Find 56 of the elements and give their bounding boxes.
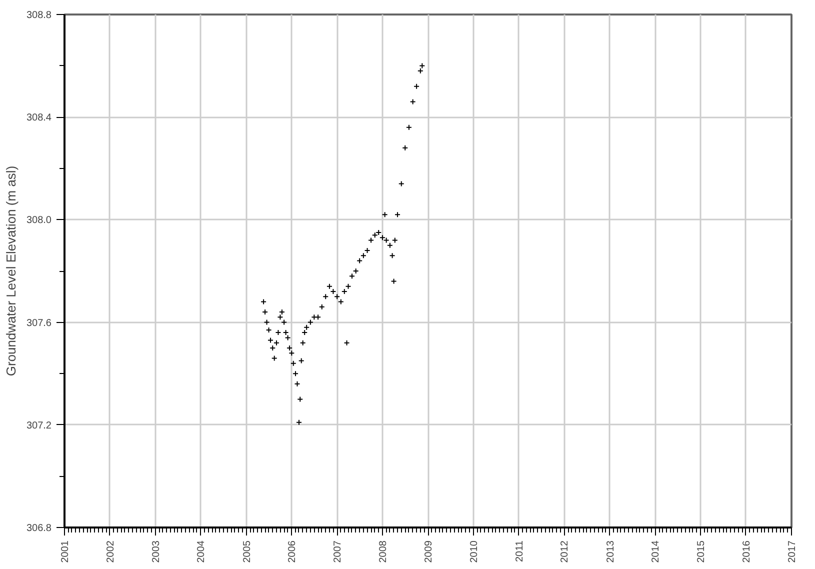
- point: [292, 370, 299, 377]
- point: [300, 340, 306, 346]
- y-axis-title: Groundwater Level Elevation (m asl): [3, 166, 18, 376]
- x-tick-label: 2011: [514, 540, 526, 562]
- x-tick-label: 2010: [468, 540, 480, 563]
- point: [410, 98, 416, 105]
- x-tick-label: 2003: [150, 540, 162, 563]
- point: [318, 304, 325, 310]
- x-tick-label: 2002: [105, 540, 116, 563]
- point: [326, 283, 332, 290]
- y-tick-label: 307.2: [26, 420, 52, 432]
- point: [379, 234, 386, 241]
- point: [260, 298, 267, 305]
- x-tick-label: 2015: [696, 540, 708, 563]
- point: [338, 298, 344, 305]
- point: [290, 360, 296, 366]
- point: [398, 180, 404, 187]
- y-tick-label: 308.0: [26, 215, 52, 226]
- point: [298, 358, 304, 364]
- point: [406, 124, 412, 130]
- point: [382, 212, 388, 218]
- point: [271, 355, 278, 362]
- point: [264, 319, 270, 326]
- point: [294, 380, 300, 387]
- point: [394, 212, 401, 218]
- point: [383, 237, 390, 244]
- x-tick-label: 2016: [741, 540, 752, 563]
- point: [297, 396, 304, 402]
- x-tick-label: 2007: [332, 540, 344, 563]
- point: [322, 294, 329, 300]
- x-tick-label: 2009: [424, 540, 434, 563]
- point: [402, 144, 408, 151]
- point: [284, 334, 291, 341]
- point: [281, 319, 288, 326]
- point: [414, 83, 420, 90]
- x-tick-label: 2006: [287, 540, 298, 563]
- x-tick-label: 2001: [60, 540, 71, 563]
- x-tick-label: 2004: [196, 540, 208, 563]
- point: [334, 294, 340, 300]
- x-tick-label: 2017: [787, 540, 798, 563]
- x-tick-label: 2005: [242, 540, 253, 563]
- point: [288, 350, 295, 356]
- x-tick-label: 2013: [605, 540, 616, 563]
- point: [344, 340, 350, 346]
- point: [386, 242, 393, 248]
- y-tick-label: 308.4: [26, 112, 52, 124]
- y-tick-label: 306.8: [26, 523, 52, 534]
- point: [389, 252, 396, 259]
- x-tick-label: 2012: [560, 540, 571, 563]
- point: [390, 278, 397, 284]
- y-tick-label: 307.6: [26, 318, 52, 329]
- y-tick-label: 308.8: [26, 10, 52, 21]
- point: [315, 314, 322, 320]
- x-tick-label: 2008: [378, 540, 389, 563]
- x-tick-label: 2014: [650, 540, 662, 563]
- point: [392, 237, 398, 244]
